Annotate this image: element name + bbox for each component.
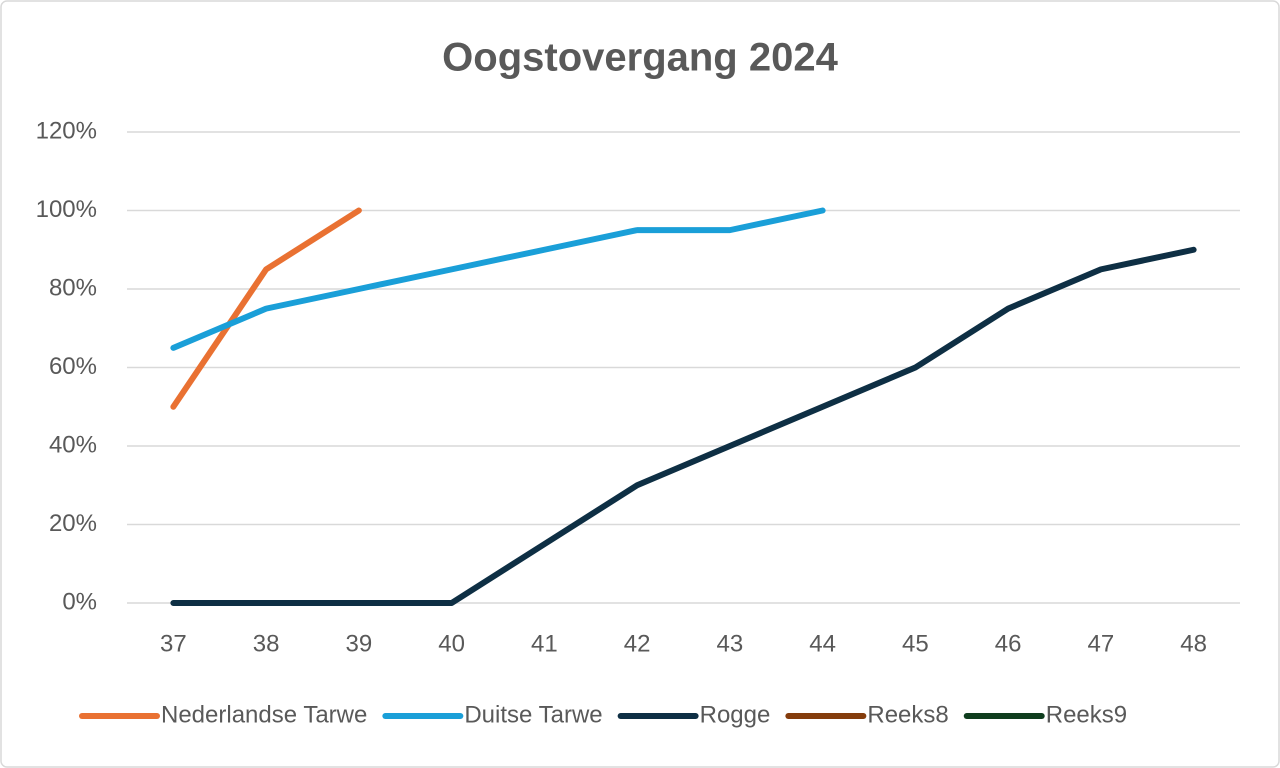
- x-tick-label: 47: [1088, 630, 1115, 657]
- x-tick-label: 42: [624, 630, 651, 657]
- series-line: [170, 207, 826, 351]
- x-tick-label: 46: [995, 630, 1022, 657]
- legend-label: Reeks9: [1046, 701, 1127, 728]
- y-tick-label: 60%: [49, 353, 97, 380]
- x-tick-label: 48: [1180, 630, 1207, 657]
- x-tick-label: 40: [438, 630, 465, 657]
- series-line: [170, 207, 362, 410]
- chart-title: Oogstovergang 2024: [442, 36, 838, 80]
- x-tick-label: 39: [346, 630, 373, 657]
- y-tick-label: 100%: [36, 196, 97, 223]
- y-tick-label: 20%: [49, 510, 97, 537]
- legend-label: Duitse Tarwe: [464, 701, 602, 728]
- x-tick-label: 44: [809, 630, 836, 657]
- x-tick-label: 38: [253, 630, 280, 657]
- legend-label: Nederlandse Tarwe: [161, 701, 367, 728]
- x-tick-label: 41: [531, 630, 558, 657]
- x-tick-label: 43: [717, 630, 744, 657]
- y-tick-label: 120%: [36, 117, 97, 144]
- x-tick-label: 37: [160, 630, 187, 657]
- legend-label: Rogge: [700, 701, 771, 728]
- series-line: [170, 246, 1197, 606]
- y-tick-label: 0%: [62, 588, 97, 615]
- x-tick-label: 45: [902, 630, 929, 657]
- legend-label: Reeks8: [867, 701, 948, 728]
- y-tick-label: 40%: [49, 431, 97, 458]
- y-tick-label: 80%: [49, 274, 97, 301]
